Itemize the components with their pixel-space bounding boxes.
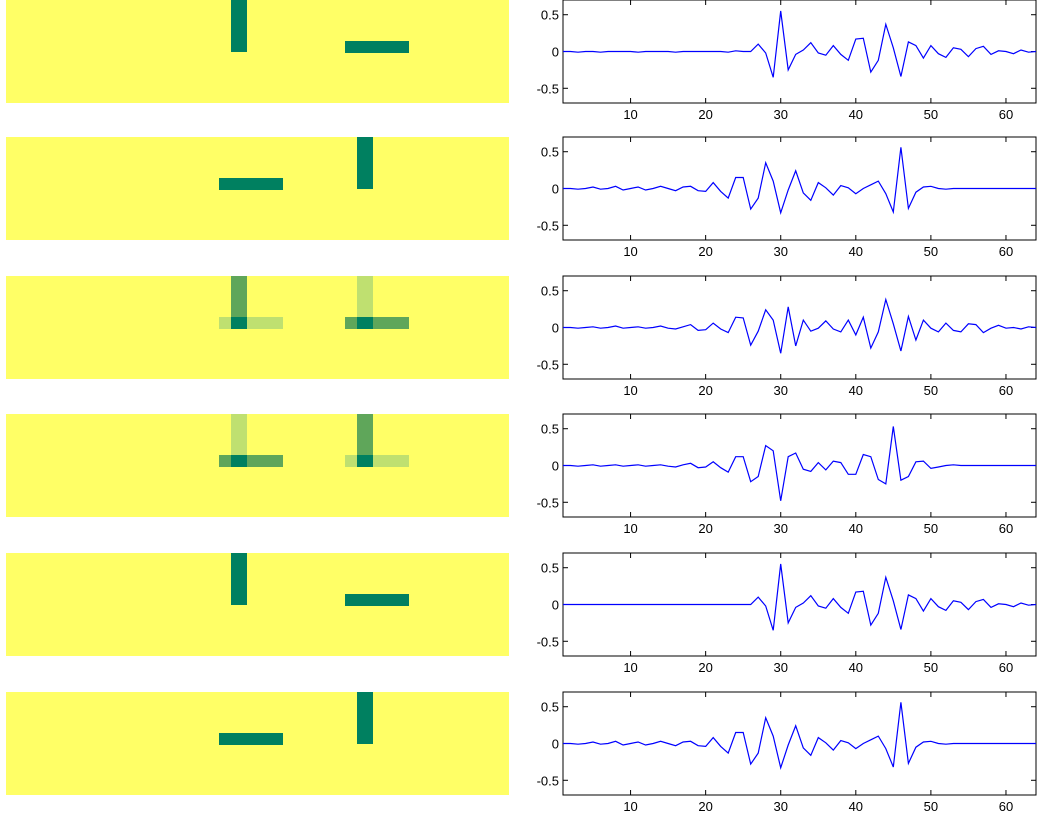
horizontal-bar-left [219,317,283,329]
x-tick-label: 40 [849,244,863,259]
x-tick-label: 20 [698,660,712,675]
bar-overlap-right [357,317,373,329]
x-tick-label: 60 [999,107,1013,122]
x-tick-label: 10 [623,383,637,398]
x-tick-label: 30 [773,521,787,536]
signal-line [563,147,1036,216]
horizontal-bar-left [219,455,283,467]
y-tick-label: 0 [552,737,559,752]
x-tick-label: 30 [773,244,787,259]
y-tick-label: 0.5 [541,145,559,160]
y-tick-label: -0.5 [537,495,559,510]
y-tick-label: 0 [552,45,559,60]
x-tick-label: 60 [999,660,1013,675]
horizontal-bar-right [345,41,409,53]
vertical-bar-left [231,553,247,605]
x-tick-label: 10 [623,521,637,536]
y-tick-label: -0.5 [537,634,559,649]
y-tick-label: 0 [552,598,559,613]
signal-line [563,702,1036,771]
x-tick-label: 20 [698,107,712,122]
y-tick-label: 0 [552,459,559,474]
vertical-bar-right [357,414,373,466]
signal-line [563,10,1037,78]
horizontal-bar-left [219,178,283,190]
x-tick-label: 60 [999,799,1013,814]
x-tick-label: 30 [773,660,787,675]
horizontal-bar-right [345,455,409,467]
x-tick-label: 40 [849,383,863,398]
y-tick-label: -0.5 [537,357,559,372]
y-tick-label: 0.5 [541,422,559,437]
x-tick-label: 60 [999,521,1013,536]
x-tick-label: 40 [849,521,863,536]
vertical-bar-left [231,0,247,52]
x-tick-label: 50 [924,521,938,536]
x-tick-label: 50 [924,660,938,675]
vertical-bar-right [357,137,373,189]
x-tick-label: 30 [773,107,787,122]
y-tick-label: 0 [552,321,559,336]
x-tick-label: 60 [999,244,1013,259]
x-tick-label: 20 [698,244,712,259]
y-tick-label: -0.5 [537,218,559,233]
y-tick-label: -0.5 [537,773,559,788]
vertical-bar-left [231,414,247,466]
x-tick-label: 50 [924,107,938,122]
x-tick-label: 30 [773,799,787,814]
image-panel-background [6,0,509,103]
x-tick-label: 40 [849,660,863,675]
bar-overlap-left [231,455,247,467]
y-tick-label: 0.5 [541,700,559,715]
vertical-bar-left [231,276,247,328]
x-tick-label: 50 [924,383,938,398]
x-tick-label: 30 [773,383,787,398]
x-tick-label: 20 [698,383,712,398]
x-tick-label: 40 [849,107,863,122]
x-tick-label: 10 [623,244,637,259]
x-tick-label: 20 [698,799,712,814]
y-tick-label: -0.5 [537,81,559,96]
x-tick-label: 60 [999,383,1013,398]
signal-line [563,426,1036,501]
signal-line [563,563,1037,631]
y-tick-label: 0 [552,182,559,197]
signal-line [563,297,1037,354]
horizontal-bar-left [219,733,283,745]
x-tick-label: 10 [623,660,637,675]
vertical-bar-right [357,692,373,744]
y-tick-label: 0.5 [541,561,559,576]
bar-overlap-right [357,455,373,467]
bar-overlap-left [231,317,247,329]
x-tick-label: 40 [849,799,863,814]
horizontal-bar-right [345,317,409,329]
x-tick-label: 20 [698,521,712,536]
horizontal-bar-right [345,594,409,606]
x-tick-label: 50 [924,244,938,259]
y-tick-label: 0.5 [541,8,559,23]
y-tick-label: 0.5 [541,284,559,299]
x-tick-label: 50 [924,799,938,814]
x-tick-label: 10 [623,799,637,814]
vertical-bar-right [357,276,373,328]
image-panel-background [6,553,509,656]
x-tick-label: 10 [623,107,637,122]
